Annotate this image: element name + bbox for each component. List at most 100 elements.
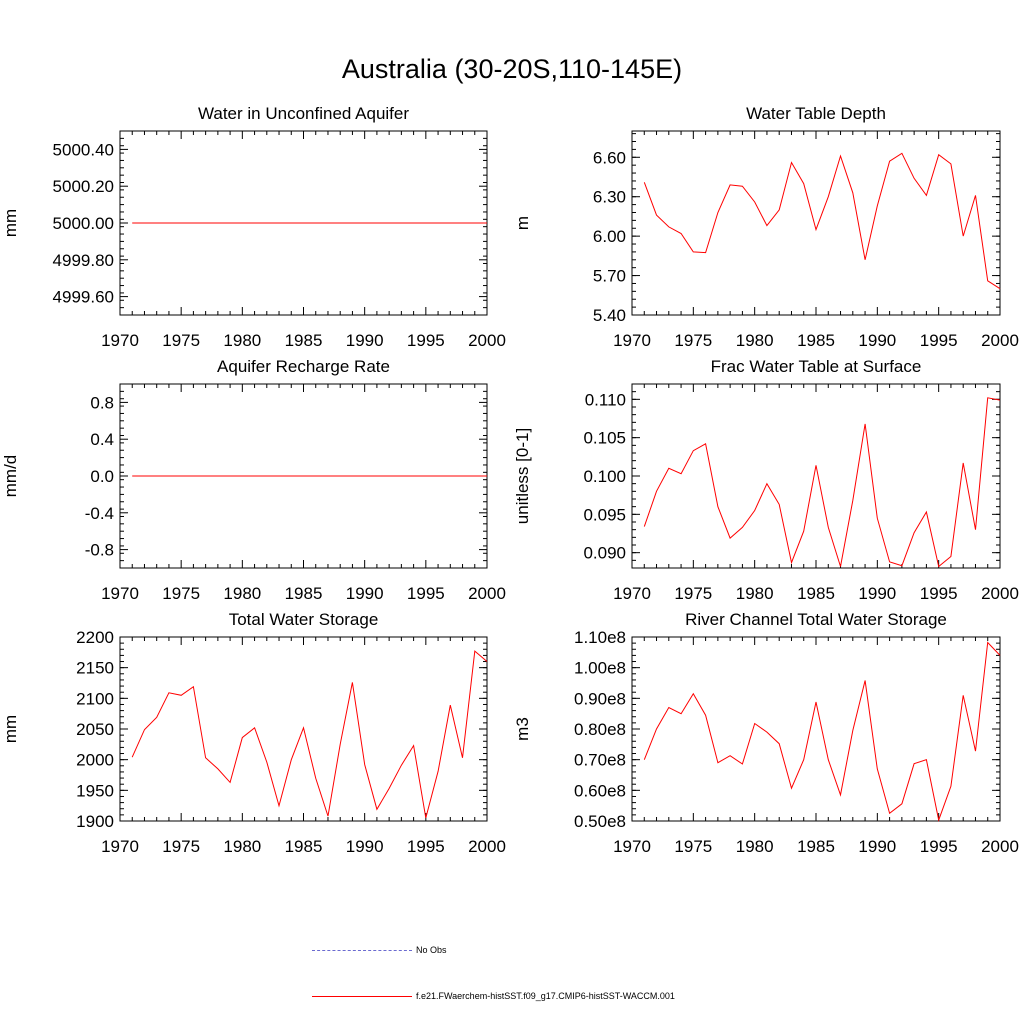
y-axis-label: m bbox=[513, 216, 532, 230]
x-tick-label: 1995 bbox=[920, 837, 958, 856]
y-axis-label: mm/d bbox=[1, 455, 20, 498]
y-tick-label: 2050 bbox=[76, 720, 114, 739]
y-tick-label: 0.50e8 bbox=[574, 812, 626, 831]
y-tick-label: 1900 bbox=[76, 812, 114, 831]
panel-title: Aquifer Recharge Rate bbox=[217, 357, 390, 376]
legend-item-model: f.e21.FWaerchem-histSST.f09_g17.CMIP6-hi… bbox=[312, 989, 912, 1003]
y-tick-label: 0.095 bbox=[583, 505, 626, 524]
plot-frame bbox=[631, 383, 1001, 569]
series-line bbox=[643, 152, 1001, 290]
y-tick-label: -0.8 bbox=[85, 541, 114, 560]
y-tick-label: 0.105 bbox=[583, 429, 626, 448]
x-tick-label: 2000 bbox=[468, 584, 506, 603]
y-tick-label: 5.40 bbox=[593, 306, 626, 325]
x-tick-label: 1985 bbox=[285, 584, 323, 603]
y-tick-label: 6.00 bbox=[593, 227, 626, 246]
y-tick-label: 4999.60 bbox=[53, 288, 114, 307]
x-tick-label: 1980 bbox=[223, 331, 261, 350]
y-tick-label: 1950 bbox=[76, 781, 114, 800]
x-tick-label: 2000 bbox=[468, 837, 506, 856]
x-tick-label: 1985 bbox=[797, 331, 835, 350]
x-tick-label: 1995 bbox=[407, 837, 445, 856]
x-tick-label: 1970 bbox=[613, 837, 651, 856]
x-tick-label: 1985 bbox=[285, 331, 323, 350]
plot-frame bbox=[631, 130, 1001, 316]
x-tick-label: 1990 bbox=[858, 837, 896, 856]
panel-title: Total Water Storage bbox=[229, 610, 379, 629]
y-tick-label: 5000.20 bbox=[53, 177, 114, 196]
y-tick-label: 0.4 bbox=[90, 430, 114, 449]
plot-frame bbox=[631, 636, 1001, 822]
x-tick-label: 1990 bbox=[858, 584, 896, 603]
y-tick-label: 0.90e8 bbox=[574, 689, 626, 708]
chart-panel-1: Water in Unconfined Aquifer mm 1970 1975 198… bbox=[1, 104, 506, 350]
x-tick-label: 1990 bbox=[346, 837, 384, 856]
y-tick-label: 2100 bbox=[76, 689, 114, 708]
y-tick-label: 5.70 bbox=[593, 267, 626, 286]
x-tick-label: 1980 bbox=[223, 584, 261, 603]
y-tick-label: 0.60e8 bbox=[574, 781, 626, 800]
x-tick-label: 1995 bbox=[407, 331, 445, 350]
x-tick-label: 1975 bbox=[162, 837, 200, 856]
y-tick-label: 6.60 bbox=[593, 148, 626, 167]
x-tick-label: 1975 bbox=[674, 584, 712, 603]
x-tick-label: 1995 bbox=[920, 584, 958, 603]
x-tick-label: 1975 bbox=[674, 331, 712, 350]
x-tick-label: 1990 bbox=[858, 331, 896, 350]
legend-item-no-obs: No Obs bbox=[312, 943, 912, 957]
chart-panel-4: Frac Water Table at Surface unitless [0-1… bbox=[513, 357, 1019, 603]
panel-title: River Channel Total Water Storage bbox=[685, 610, 947, 629]
legend-label-model: f.e21.FWaerchem-histSST.f09_g17.CMIP6-hi… bbox=[416, 991, 675, 1001]
chart-panel-3: Aquifer Recharge Rate mm/d 1970 1975 1980 198… bbox=[1, 357, 506, 603]
x-tick-label: 1990 bbox=[346, 331, 384, 350]
x-tick-label: 1970 bbox=[101, 837, 139, 856]
y-tick-label: 4999.80 bbox=[53, 251, 114, 270]
y-tick-label: 0.100 bbox=[583, 467, 626, 486]
x-tick-label: 1980 bbox=[223, 837, 261, 856]
y-tick-label: 6.30 bbox=[593, 188, 626, 207]
panel-title: Frac Water Table at Surface bbox=[711, 357, 922, 376]
series-line bbox=[131, 650, 488, 819]
x-tick-label: 1970 bbox=[613, 584, 651, 603]
x-tick-label: 1985 bbox=[797, 584, 835, 603]
y-axis-label: m3 bbox=[513, 717, 532, 741]
chart-panel-5: Total Water Storage mm 1970 1975 1980 1985 199… bbox=[1, 610, 506, 856]
y-tick-label: 5000.40 bbox=[53, 140, 114, 159]
y-axis-label: mm bbox=[1, 715, 20, 743]
y-tick-label: -0.4 bbox=[85, 504, 114, 523]
x-tick-label: 2000 bbox=[981, 837, 1019, 856]
y-tick-label: 5000.00 bbox=[53, 214, 114, 233]
y-tick-label: 0.110 bbox=[585, 390, 626, 409]
x-tick-label: 1970 bbox=[613, 331, 651, 350]
y-tick-label: 2150 bbox=[76, 659, 114, 678]
x-tick-label: 1995 bbox=[407, 584, 445, 603]
x-tick-label: 1975 bbox=[162, 331, 200, 350]
y-tick-label: 0.80e8 bbox=[574, 720, 626, 739]
x-tick-label: 1980 bbox=[736, 837, 774, 856]
legend-swatch-no-obs bbox=[312, 950, 412, 951]
x-tick-label: 1970 bbox=[101, 331, 139, 350]
y-tick-label: 0.70e8 bbox=[574, 751, 626, 770]
y-tick-label: 2000 bbox=[76, 751, 114, 770]
y-tick-label: 1.10e8 bbox=[574, 628, 626, 647]
y-tick-label: 0.0 bbox=[90, 467, 114, 486]
x-tick-label: 2000 bbox=[981, 331, 1019, 350]
legend-swatch-model bbox=[312, 996, 412, 997]
series-line bbox=[643, 397, 1001, 568]
figure-title: Australia (30-20S,110-145E) bbox=[341, 54, 683, 84]
x-tick-label: 1975 bbox=[674, 837, 712, 856]
series-line bbox=[643, 641, 1001, 822]
y-tick-label: 0.090 bbox=[583, 544, 626, 563]
x-tick-label: 1980 bbox=[736, 331, 774, 350]
x-tick-label: 1990 bbox=[346, 584, 384, 603]
chart-panel-2: Water Table Depth m 1970 1975 1980 1985 1990 19… bbox=[513, 104, 1019, 350]
x-tick-label: 1985 bbox=[285, 837, 323, 856]
x-tick-label: 1995 bbox=[920, 331, 958, 350]
x-tick-label: 2000 bbox=[981, 584, 1019, 603]
y-tick-label: 2200 bbox=[76, 628, 114, 647]
x-tick-label: 2000 bbox=[468, 331, 506, 350]
x-tick-label: 1985 bbox=[797, 837, 835, 856]
panel-title: Water Table Depth bbox=[746, 104, 886, 123]
chart-panel-6: River Channel Total Water Storage m3 1970 1… bbox=[513, 610, 1019, 856]
